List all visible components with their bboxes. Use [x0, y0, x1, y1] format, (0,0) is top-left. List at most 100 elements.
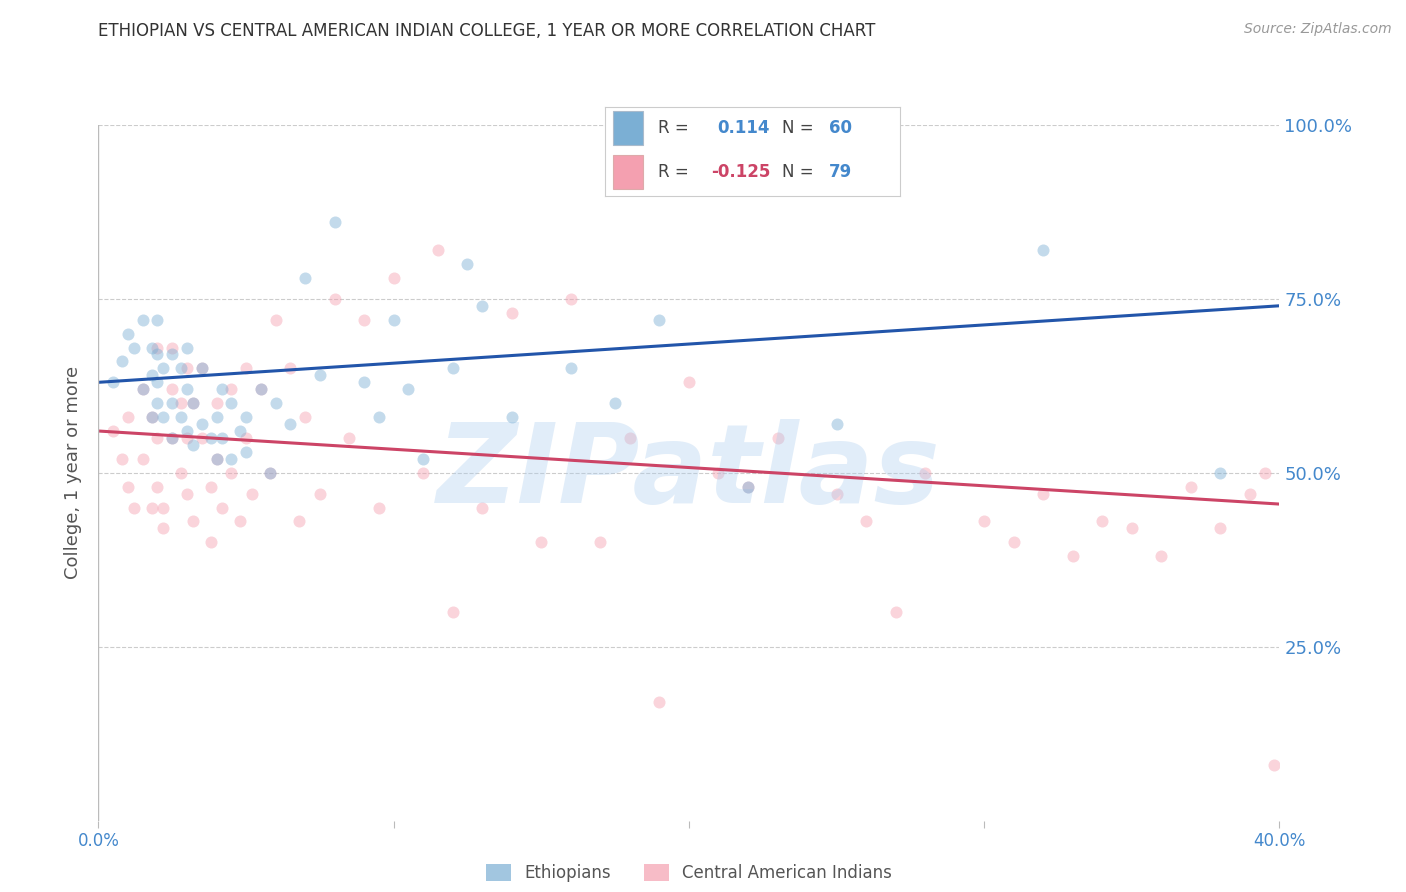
Point [146, 347, 169, 361]
Point [152, 410, 174, 425]
Text: Source: ZipAtlas.com: Source: ZipAtlas.com [1244, 22, 1392, 37]
Point [1254, 466, 1277, 480]
Point [191, 361, 214, 376]
Point [141, 410, 163, 425]
Point [855, 515, 877, 529]
Point [339, 431, 360, 445]
Point [235, 361, 257, 376]
Point [737, 480, 759, 494]
Point [1209, 521, 1232, 535]
Point [205, 451, 228, 466]
Point [162, 341, 183, 355]
Point [170, 410, 193, 425]
Point [884, 605, 907, 619]
Point [309, 368, 332, 383]
Point [1002, 535, 1025, 549]
Point [530, 535, 553, 549]
Point [219, 382, 242, 396]
Point [211, 431, 233, 445]
Point [170, 396, 193, 410]
Point [191, 417, 214, 431]
Point [162, 347, 183, 361]
Point [146, 376, 169, 390]
Point [146, 431, 169, 445]
Point [176, 382, 198, 396]
Point [181, 396, 204, 410]
Point [219, 396, 242, 410]
Point [441, 605, 464, 619]
Y-axis label: College, 1 year or more: College, 1 year or more [65, 367, 83, 579]
Point [914, 466, 936, 480]
Point [141, 341, 163, 355]
Text: -0.125: -0.125 [711, 163, 770, 181]
Point [235, 445, 257, 459]
Point [605, 396, 627, 410]
Point [170, 361, 193, 376]
Point [200, 535, 222, 549]
Point [1209, 466, 1232, 480]
Point [1263, 758, 1285, 772]
Point [176, 431, 198, 445]
Point [309, 486, 332, 500]
Point [132, 382, 155, 396]
Point [382, 312, 405, 326]
Point [264, 312, 287, 326]
Point [471, 500, 494, 515]
Text: R =: R = [658, 120, 689, 137]
Point [323, 292, 346, 306]
Point [259, 466, 281, 480]
Point [648, 695, 671, 709]
Point [353, 312, 375, 326]
Point [229, 515, 252, 529]
Point [648, 312, 671, 326]
Point [162, 396, 183, 410]
Point [117, 410, 139, 425]
Point [323, 215, 346, 229]
Point [278, 361, 302, 376]
FancyBboxPatch shape [613, 112, 643, 145]
Point [200, 431, 222, 445]
Point [678, 376, 700, 390]
Point [368, 410, 391, 425]
Point [205, 396, 228, 410]
Point [176, 341, 198, 355]
Point [191, 361, 214, 376]
Point [288, 515, 311, 529]
Point [825, 486, 848, 500]
Point [471, 299, 494, 313]
Text: R =: R = [658, 163, 689, 181]
Point [560, 361, 582, 376]
Point [162, 382, 183, 396]
Point [368, 500, 391, 515]
Point [1062, 549, 1084, 564]
Point [103, 376, 125, 390]
Point [619, 431, 641, 445]
Point [122, 500, 145, 515]
Text: 79: 79 [830, 163, 852, 181]
Point [427, 243, 450, 257]
Point [456, 257, 478, 271]
Point [146, 396, 169, 410]
Point [152, 500, 174, 515]
Legend: Ethiopians, Central American Indians: Ethiopians, Central American Indians [479, 857, 898, 888]
Point [235, 431, 257, 445]
Point [117, 326, 139, 341]
Point [1091, 515, 1114, 529]
Point [825, 417, 848, 431]
Point [1180, 480, 1202, 494]
Point [382, 271, 405, 285]
Text: N =: N = [782, 120, 813, 137]
FancyBboxPatch shape [613, 155, 643, 189]
Text: 0.114: 0.114 [717, 120, 769, 137]
Point [170, 466, 193, 480]
Point [211, 382, 233, 396]
Point [1121, 521, 1143, 535]
Point [176, 424, 198, 438]
Point [103, 424, 125, 438]
Point [132, 312, 155, 326]
Point [181, 396, 204, 410]
Point [176, 486, 198, 500]
Point [219, 466, 242, 480]
Point [766, 431, 789, 445]
Point [501, 306, 523, 320]
